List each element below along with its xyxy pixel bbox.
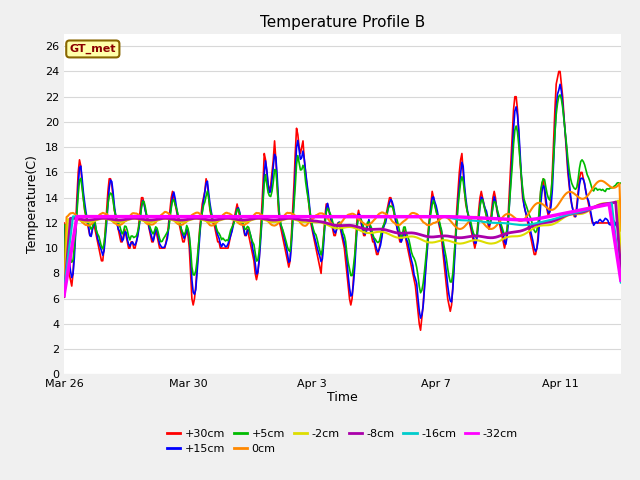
-2cm bbox=[617, 255, 625, 261]
+30cm bbox=[448, 302, 456, 308]
Line: -8cm: -8cm bbox=[64, 202, 621, 297]
+30cm bbox=[103, 207, 111, 213]
-32cm bbox=[489, 216, 497, 221]
+5cm bbox=[500, 232, 508, 238]
-32cm bbox=[103, 214, 111, 219]
Title: Temperature Profile B: Temperature Profile B bbox=[260, 15, 425, 30]
+5cm bbox=[383, 210, 391, 216]
0cm bbox=[103, 211, 111, 216]
-16cm bbox=[489, 220, 497, 226]
0cm bbox=[489, 226, 497, 231]
+15cm bbox=[448, 299, 456, 305]
-8cm bbox=[617, 268, 625, 274]
-8cm bbox=[383, 228, 391, 233]
+30cm bbox=[417, 327, 424, 333]
+15cm bbox=[417, 315, 424, 321]
0cm bbox=[60, 294, 68, 300]
-32cm bbox=[617, 277, 625, 283]
Line: +5cm: +5cm bbox=[64, 95, 621, 297]
-32cm bbox=[570, 208, 578, 214]
Line: 0cm: 0cm bbox=[64, 181, 621, 297]
-8cm bbox=[489, 235, 497, 240]
X-axis label: Time: Time bbox=[327, 391, 358, 404]
0cm bbox=[617, 228, 625, 234]
-8cm bbox=[447, 234, 454, 240]
Line: -32cm: -32cm bbox=[64, 204, 621, 296]
+30cm bbox=[490, 189, 498, 194]
-16cm bbox=[500, 220, 508, 226]
+30cm bbox=[555, 69, 563, 74]
-2cm bbox=[489, 240, 497, 246]
-16cm bbox=[383, 214, 391, 219]
+30cm bbox=[502, 239, 509, 245]
+15cm bbox=[556, 82, 564, 87]
+5cm bbox=[103, 214, 111, 220]
Text: GT_met: GT_met bbox=[70, 44, 116, 54]
Line: -2cm: -2cm bbox=[64, 201, 621, 297]
0cm bbox=[570, 191, 578, 197]
-16cm bbox=[60, 287, 68, 293]
-16cm bbox=[617, 280, 625, 286]
+15cm bbox=[617, 222, 625, 228]
+5cm bbox=[572, 186, 579, 192]
+30cm bbox=[617, 220, 625, 226]
+15cm bbox=[502, 241, 509, 247]
-16cm bbox=[570, 210, 578, 216]
-2cm bbox=[383, 230, 391, 236]
+30cm bbox=[60, 220, 68, 226]
-2cm bbox=[500, 235, 508, 241]
-8cm bbox=[103, 216, 111, 221]
-16cm bbox=[447, 215, 454, 221]
+15cm bbox=[103, 220, 111, 226]
-2cm bbox=[614, 198, 622, 204]
-8cm bbox=[500, 231, 508, 237]
+5cm bbox=[556, 92, 564, 98]
0cm bbox=[500, 212, 508, 218]
-2cm bbox=[447, 239, 454, 244]
-8cm bbox=[612, 199, 620, 205]
-2cm bbox=[60, 294, 68, 300]
-8cm bbox=[60, 294, 68, 300]
-32cm bbox=[447, 214, 454, 220]
-32cm bbox=[500, 216, 508, 222]
0cm bbox=[598, 178, 605, 184]
+15cm bbox=[573, 205, 580, 211]
+5cm bbox=[617, 180, 625, 186]
-32cm bbox=[605, 201, 613, 207]
Y-axis label: Temperature(C): Temperature(C) bbox=[26, 155, 39, 253]
+5cm bbox=[489, 204, 497, 210]
-2cm bbox=[103, 216, 111, 222]
Line: -16cm: -16cm bbox=[64, 203, 621, 290]
+30cm bbox=[573, 201, 580, 207]
+15cm bbox=[60, 293, 68, 299]
0cm bbox=[383, 212, 391, 217]
-8cm bbox=[570, 211, 578, 216]
+15cm bbox=[383, 212, 391, 218]
+5cm bbox=[447, 279, 454, 285]
+15cm bbox=[490, 194, 498, 200]
-32cm bbox=[60, 293, 68, 299]
-32cm bbox=[383, 214, 391, 219]
Line: +15cm: +15cm bbox=[64, 84, 621, 318]
+5cm bbox=[60, 294, 68, 300]
0cm bbox=[447, 218, 454, 224]
-2cm bbox=[570, 211, 578, 217]
+30cm bbox=[383, 207, 391, 213]
-16cm bbox=[103, 214, 111, 219]
Line: +30cm: +30cm bbox=[64, 72, 621, 330]
-16cm bbox=[608, 200, 616, 206]
Legend: +30cm, +15cm, +5cm, 0cm, -2cm, -8cm, -16cm, -32cm: +30cm, +15cm, +5cm, 0cm, -2cm, -8cm, -16… bbox=[163, 424, 522, 459]
